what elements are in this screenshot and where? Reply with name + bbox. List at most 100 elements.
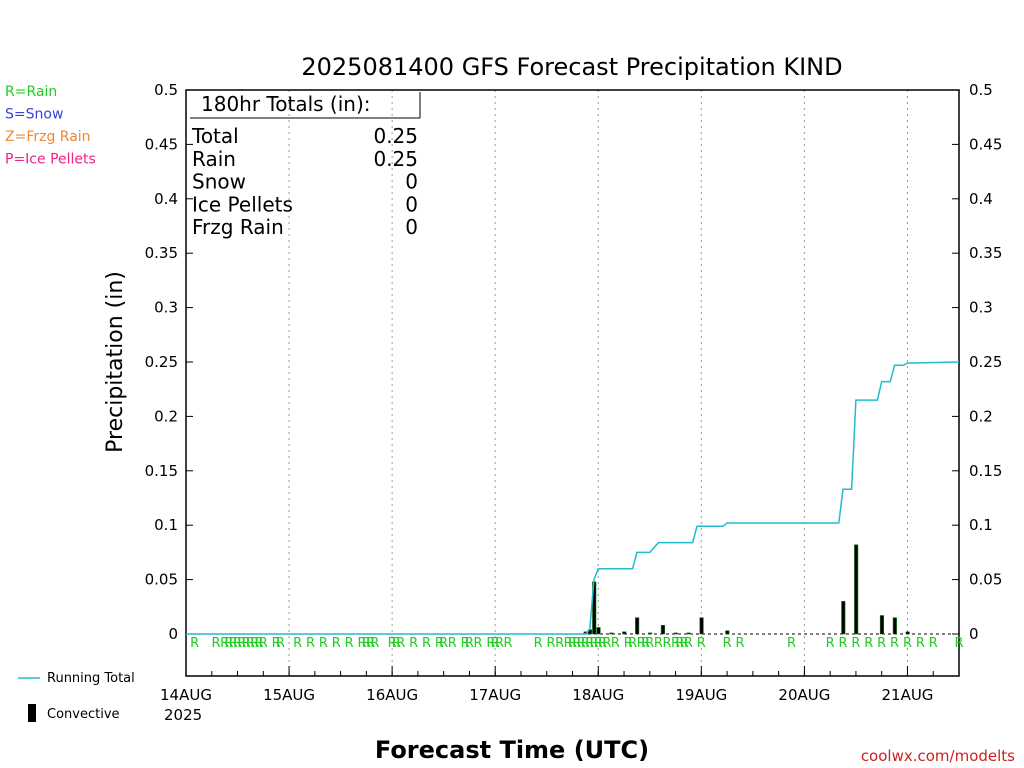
rain-type-mark: R [864,636,873,651]
rain-type-mark: R [662,636,671,651]
rain-type-mark: R [332,636,341,651]
grid-lines [288,90,908,676]
x-axis-label: Forecast Time (UTC) [375,736,649,764]
rain-type-mark: R [448,636,457,651]
rain-type-mark: R [589,636,598,651]
totals-row-value: 0 [405,192,418,216]
rain-type-mark: R [435,636,444,651]
rain-type-mark: R [585,636,594,651]
rain-type-mark: R [491,636,500,651]
rain-type-mark: R [645,636,654,651]
y-tick-label: 0.5 [154,81,178,99]
rain-type-mark: R [877,636,886,651]
precip-bar [635,617,640,635]
rain-type-mark: R [246,636,255,651]
rain-type-mark: R [628,636,637,651]
rain-type-mark: R [224,636,233,651]
precip-bar [854,544,859,635]
rain-type-mark: R [396,636,405,651]
rain-type-mark: R [358,636,367,651]
precip-bar [622,631,627,635]
rain-type-mark: R [826,636,835,651]
precip-bar [905,631,910,635]
rain-type-mark: R [293,636,302,651]
rain-type-mark: R [370,636,379,651]
x-tick-label: 21AUG [881,686,933,704]
rain-type-mark: R [675,636,684,651]
totals-row-value: 0 [405,215,418,239]
y-tick-label: 0.2 [969,407,993,425]
rain-type-mark: R [890,636,899,651]
y-tick-label: 0.3 [154,299,178,317]
rain-type-mark: R [929,636,938,651]
precip-bar [841,601,846,635]
rain-type-mark: R [306,636,315,651]
rain-type-mark: R [637,636,646,651]
convective-bars [583,544,910,635]
x-tick-label: 19AUG [675,686,727,704]
rain-type-mark: R [624,636,633,651]
x-tick-label: 14AUG [160,686,212,704]
precip-bar [673,632,678,635]
rain-type-mark: R [504,636,513,651]
rain-type-mark: R [254,636,263,651]
rain-type-mark: R [903,636,912,651]
y-tick-label: 0.35 [969,244,1002,262]
rain-type-mark: R [229,636,238,651]
totals-row-value: 0 [405,170,418,194]
rain-type-mark: R [954,636,963,651]
totals-row-label: Rain [192,147,236,171]
y-axis-label: Precipitation (in) [103,271,128,453]
type-legend-item: R=Rain [5,84,57,100]
rain-type-mark: R [233,636,242,651]
y-tick-label: 0.1 [969,516,993,534]
rain-type-mark: R [654,636,663,651]
totals-row-value: 0.25 [373,124,418,148]
y-tick-label: 0.4 [969,190,993,208]
running-total-line [186,361,960,635]
rain-type-mark: R [259,636,268,651]
precip-bar [609,632,614,635]
rain-type-mark: R [473,636,482,651]
precip-type-legend: R=Rain S=Snow Z=Frzg Rain P=Ice Pellets [5,84,96,168]
x-axis: 14AUG 15AUG 16AUG 17AUG 18AUG 19AUG 20AUG 21AUG [160,666,934,704]
rain-type-mark: R [242,636,251,651]
precip-bar [892,617,897,635]
rain-type-mark: R [366,636,375,651]
rain-type-mark: R [461,636,470,651]
rain-type-mark: R [212,636,221,651]
precip-bar [879,615,885,635]
y-tick-label: 0.25 [145,353,178,371]
y-tick-label: 0.45 [145,135,178,153]
convective-legend-swatch [28,704,36,722]
rain-type-mark: R [680,636,689,651]
rain-type-mark: R [602,636,611,651]
rain-type-mark: R [439,636,448,651]
rain-type-mark: R [577,636,586,651]
x-tick-label: 16AUG [366,686,418,704]
precip-bar [660,624,665,635]
totals-heading: 180hr Totals (in): [201,92,371,116]
y-tick-label: 0.45 [969,135,1002,153]
y-tick-label: 0 [969,625,979,643]
rain-type-mark: R [851,636,860,651]
y-tick-label: 0.05 [145,571,178,589]
rain-type-mark: R [388,636,397,651]
rain-type-mark: R [190,636,199,651]
year-label: 2025 [164,706,202,724]
rain-type-mark: R [237,636,246,651]
rain-type-mark: R [735,636,744,651]
y-tick-label: 0.2 [154,407,178,425]
precip-bar [725,630,730,635]
x-tick-label: 18AUG [572,686,624,704]
y-tick-label: 0.3 [969,299,993,317]
y-tick-label: 0.35 [145,244,178,262]
totals-row-label: Total [191,124,239,148]
rain-type-mark: R [564,636,573,651]
y-tick-label: 0.5 [969,81,993,99]
rain-type-mark: R [409,636,418,651]
x-tick-label: 17AUG [469,686,521,704]
convective-legend-label: Convective [47,707,120,722]
x-tick-label: 20AUG [778,686,830,704]
